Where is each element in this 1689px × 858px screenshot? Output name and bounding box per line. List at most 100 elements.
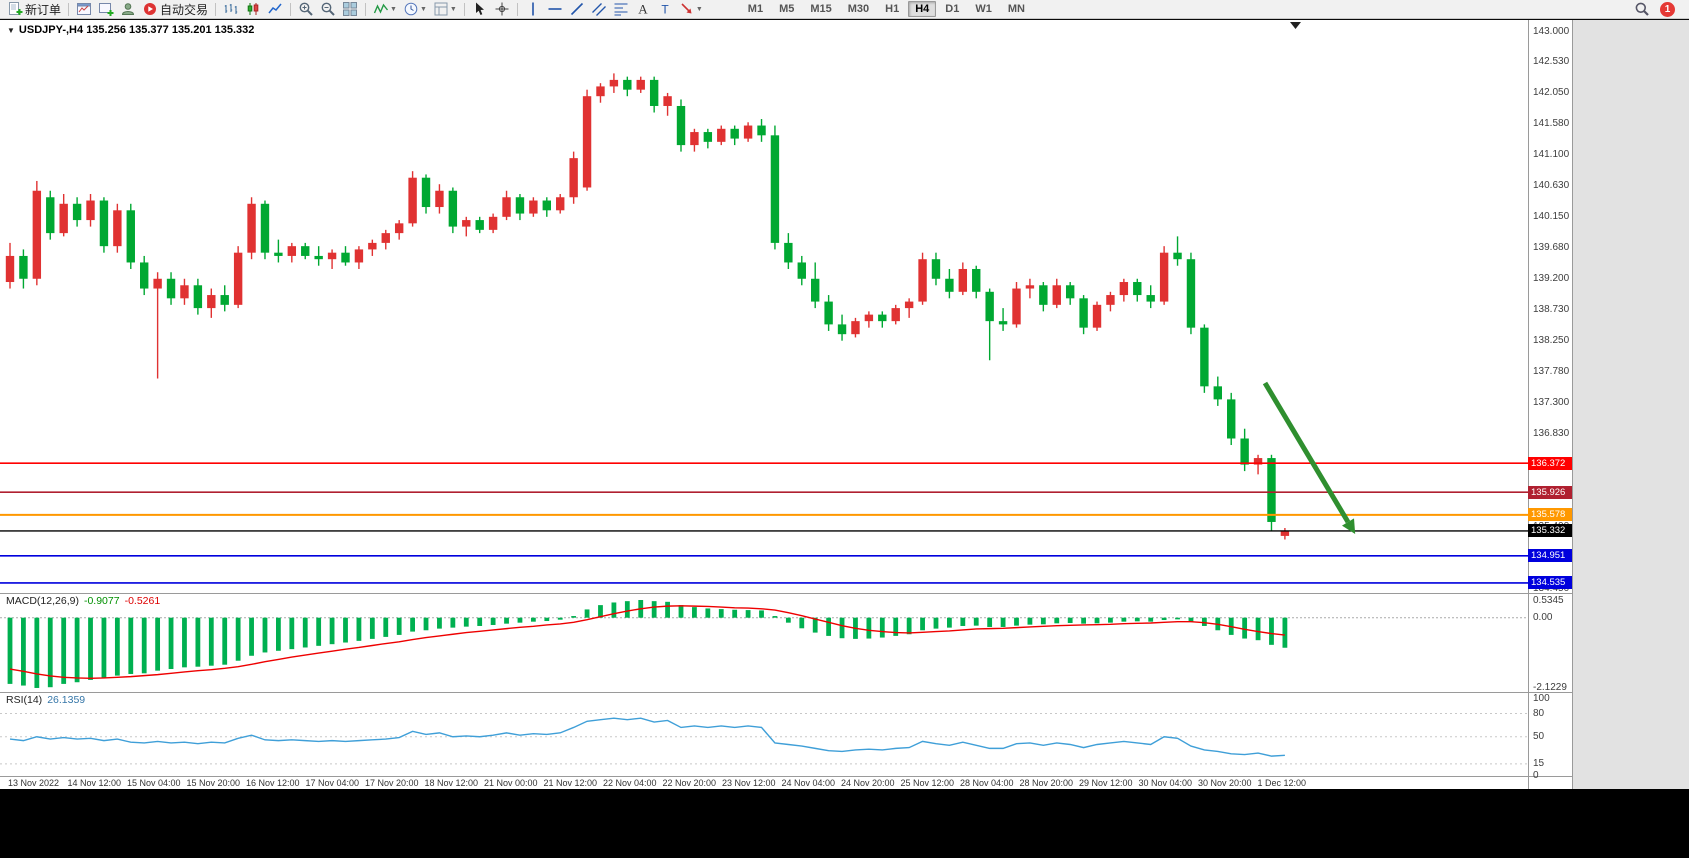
toolbar-separator: [463, 2, 465, 16]
autotrading-button-label: 自动交易: [160, 2, 209, 17]
arrows-button[interactable]: ▼: [677, 1, 705, 18]
time-axis-label: 23 Nov 12:00: [722, 778, 776, 788]
notifications-badge[interactable]: 1: [1660, 1, 1675, 17]
rsi-axis-label: 15: [1533, 758, 1545, 770]
cursor-icon: [472, 1, 488, 17]
time-axis-label: 13 Nov 2022: [8, 778, 60, 788]
bar-chart-button[interactable]: [221, 1, 241, 18]
textA-icon: A: [635, 1, 651, 17]
time-axis-label: 22 Nov 20:00: [662, 778, 717, 788]
time-axis-label: 25 Nov 12:00: [900, 778, 955, 788]
text-label-button[interactable]: T: [655, 1, 675, 18]
periods-button[interactable]: ▼: [401, 1, 429, 18]
one-click-trading-toggle[interactable]: ▼: [7, 26, 15, 35]
zoom-out-button[interactable]: [318, 1, 338, 18]
template-icon: [433, 1, 449, 17]
rsi-value: 26.1359: [47, 694, 86, 706]
zoom-in-button[interactable]: [296, 1, 316, 18]
rsi-panel-separator[interactable]: [0, 692, 1573, 693]
indicators-button[interactable]: ▼: [371, 1, 399, 18]
time-axis-label: 21 Nov 00:00: [484, 778, 538, 788]
templates-button[interactable]: ▼: [431, 1, 459, 18]
time-axis-label: 15 Nov 20:00: [186, 778, 241, 788]
new-order-button[interactable]: 新订单: [5, 1, 63, 18]
time-axis-separator: [0, 776, 1573, 777]
chart-window-icon: [76, 1, 92, 17]
time-axis-label: 1 Dec 12:00: [1257, 778, 1307, 788]
price-axis-label: 139.680: [1533, 241, 1570, 253]
price-scale[interactable]: 143.000 142.530 142.050 141.580 141.100 140.6…: [1528, 0, 1589, 790]
timeframe-m5[interactable]: M5: [779, 3, 795, 15]
time-axis-label: 29 Nov 12:00: [1079, 778, 1133, 788]
profiles-button[interactable]: [118, 1, 138, 18]
cursor-button[interactable]: [470, 1, 490, 18]
zoom-out-icon: [320, 1, 336, 17]
autotrading-button[interactable]: 自动交易: [140, 1, 210, 18]
window-bottom-bar: [0, 789, 1689, 858]
new-chart-button[interactable]: [96, 1, 116, 18]
price-axis-label: 139.200: [1533, 273, 1570, 285]
timeframe-m1[interactable]: M1: [747, 3, 764, 15]
price-axis-label: 140.150: [1533, 211, 1570, 223]
charts-button[interactable]: [74, 1, 94, 18]
timeframe-m15[interactable]: M15: [810, 3, 832, 15]
line-chart-button[interactable]: [265, 1, 285, 18]
horizontal-line-button[interactable]: [545, 1, 565, 18]
toolbar: 新订单 自动交易 ▼ ▼ ▼ A T ▼ M1 M5 M15 M30 H1 H4 D1 W1 MN 1: [0, 0, 1689, 19]
timeframe-m30[interactable]: M30: [847, 3, 870, 15]
rsi-axis-label: 0: [1533, 770, 1539, 781]
macd-panel-separator[interactable]: [0, 593, 1573, 594]
chevron-down-icon: ▼: [449, 5, 457, 13]
symbol-period-label: USDJPY-,H4: [18, 24, 84, 36]
timeframe-mn[interactable]: MN: [1007, 3, 1025, 15]
fibonacci-button[interactable]: [611, 1, 631, 18]
new-order-button-label: 新订单: [25, 2, 62, 17]
toolbar-separator: [290, 2, 292, 16]
price-axis-label: 136.830: [1533, 427, 1570, 439]
timeframe-d1[interactable]: D1: [945, 3, 960, 15]
indicator-icon: [373, 1, 389, 17]
price-axis-label: 138.730: [1533, 303, 1570, 315]
equidistant-channel-button[interactable]: [589, 1, 609, 18]
toolbar-separator: [516, 2, 518, 16]
price-axis-label: 138.250: [1533, 335, 1570, 347]
timeframe-bar: M1 M5 M15 M30 H1 H4 D1 W1 MN: [740, 1, 1033, 17]
macd-name: MACD(12,26,9): [6, 595, 79, 607]
timeframe-h4[interactable]: H4: [908, 1, 937, 17]
search-button[interactable]: [1632, 1, 1652, 18]
trendline-button[interactable]: [567, 1, 587, 18]
time-axis-label: 24 Nov 20:00: [841, 778, 895, 788]
tline-icon: [569, 1, 585, 17]
price-axis-label: 142.050: [1533, 87, 1570, 99]
vline-icon: [525, 1, 541, 17]
toolbar-separator: [365, 2, 367, 16]
price-line-badge: 135.926: [1528, 485, 1572, 499]
svg-text:T: T: [661, 3, 669, 17]
timeframe-h1[interactable]: H1: [885, 3, 900, 15]
price-line-badge: 135.332: [1528, 524, 1572, 538]
time-axis-label: 28 Nov 20:00: [1019, 778, 1074, 788]
price-line-badge: 135.578: [1528, 508, 1572, 522]
candlestick-chart-button[interactable]: [243, 1, 263, 18]
price-scale-separator: [1528, 20, 1529, 789]
svg-text:A: A: [638, 2, 648, 17]
time-axis[interactable]: 13 Nov 2022 14 Nov 12:00 15 Nov 04:00 15 No…: [0, 777, 1528, 789]
price-axis-label: 142.530: [1533, 56, 1570, 68]
vertical-line-button[interactable]: [523, 1, 543, 18]
rsi-axis-label: 100: [1533, 692, 1550, 704]
text-button[interactable]: A: [633, 1, 653, 18]
toolbar-separator: [68, 2, 70, 16]
bars-icon: [223, 1, 239, 17]
chevron-down-icon: ▼: [695, 5, 703, 13]
time-axis-label: 30 Nov 20:00: [1198, 778, 1252, 788]
timeframe-w1[interactable]: W1: [975, 3, 992, 15]
chart-plus-icon: [98, 1, 114, 17]
macd-main-value: -0.9077: [83, 595, 120, 607]
time-axis-label: 14 Nov 12:00: [67, 778, 122, 788]
time-axis-label: 17 Nov 20:00: [365, 778, 419, 788]
linechart-icon: [267, 1, 283, 17]
arrow-obj-icon: [679, 1, 695, 17]
chart-background: [0, 20, 1572, 789]
tile-windows-button[interactable]: [340, 1, 360, 18]
crosshair-button[interactable]: [492, 1, 512, 18]
